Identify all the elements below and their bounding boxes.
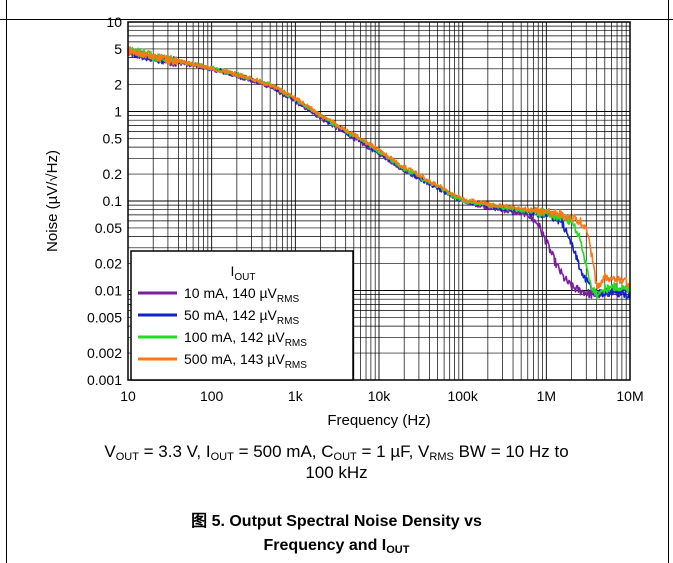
- caption-line-2: 100 kHz: [305, 463, 368, 482]
- noise-density-chart: 10 5 2 1 0.5 0.2 0.1 0.05 0.02 0.01 0.005 0.002 0.00…: [44, 14, 644, 429]
- left-rule: [6, 0, 7, 563]
- figure-title-line-2: Frequency and IOUT: [263, 537, 410, 556]
- legend-entry-50ma: 50 mA, 142 µVRMS: [184, 307, 299, 327]
- y-tick-label: 0.02: [95, 256, 122, 272]
- caption-line-1: VOUT = 3.3 V, IOUT = 500 mA, COUT = 1 µF…: [104, 442, 569, 463]
- x-tick-label: 10k: [368, 388, 392, 404]
- top-rule: [0, 19, 673, 20]
- legend: IOUT 10 mA, 140 µVRMS 50 mA, 142 µVRMS 1…: [130, 250, 354, 381]
- x-tick-label: 1k: [288, 388, 304, 404]
- legend-entry-100ma: 100 mA, 142 µVRMS: [184, 329, 307, 349]
- x-tick-label: 10M: [616, 388, 643, 404]
- series-group: [127, 46, 631, 300]
- y-tick-label: 0.05: [95, 220, 122, 236]
- y-tick-label: 0.1: [103, 193, 123, 209]
- figure-title: 图 5. Output Spectral Noise Density vs Fr…: [0, 510, 673, 558]
- figure-title-line-1: 图 5. Output Spectral Noise Density vs: [191, 513, 482, 530]
- y-tick-label: 1: [114, 104, 122, 120]
- x-tick-labels: 10 100 1k 10k 100k 1M 10M: [120, 388, 643, 404]
- y-tick-labels: 10 5 2 1 0.5 0.2 0.1 0.05 0.02 0.01 0.005 0.002 0.00…: [87, 14, 122, 388]
- legend-title: IOUT: [231, 263, 256, 283]
- y-tick-label: 0.01: [95, 283, 122, 299]
- y-tick-label: 0.5: [103, 130, 123, 146]
- y-tick-label: 5: [114, 41, 122, 57]
- y-tick-label: 10: [106, 14, 122, 30]
- y-tick-label: 0.002: [87, 345, 122, 361]
- x-axis-label: Frequency (Hz): [327, 412, 430, 429]
- right-rule: [668, 0, 669, 563]
- test-conditions-caption: VOUT = 3.3 V, IOUT = 500 mA, COUT = 1 µF…: [0, 441, 673, 483]
- series-line-3: [127, 46, 631, 290]
- plot-border: [127, 21, 631, 381]
- y-tick-label: 0.005: [87, 309, 122, 325]
- x-tick-label: 10: [120, 388, 136, 404]
- legend-entry-500ma: 500 mA, 143 µVRMS: [184, 351, 307, 371]
- y-axis-label: Noise (µV/√Hz): [44, 150, 61, 252]
- x-tick-label: 1M: [537, 388, 556, 404]
- y-tick-label: 0.001: [87, 372, 122, 388]
- x-tick-label: 100: [200, 388, 224, 404]
- y-tick-label: 2: [114, 77, 122, 93]
- y-tick-label: 0.2: [103, 166, 123, 182]
- x-tick-label: 100k: [447, 388, 478, 404]
- legend-entry-10ma: 10 mA, 140 µVRMS: [184, 285, 299, 305]
